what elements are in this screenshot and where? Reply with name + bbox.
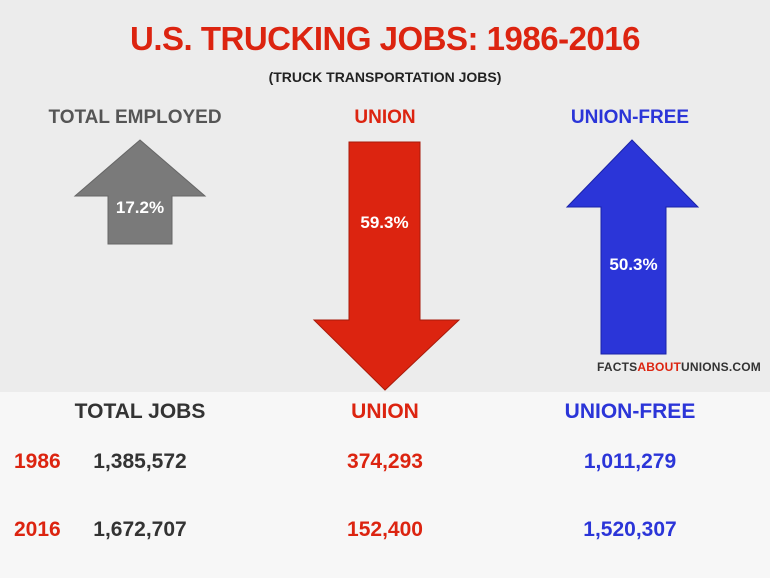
- arrow-down-union: [312, 141, 461, 391]
- row-year-1986: 1986: [14, 450, 61, 473]
- brand-watermark: FACTSABOUTUNIONS.COM: [597, 360, 761, 374]
- cell-1986-total: 1,385,572: [93, 450, 187, 473]
- union-change-value: 59.3%: [360, 213, 409, 232]
- brand-part-1: FACTS: [596, 360, 638, 374]
- lower-panel: [0, 392, 770, 578]
- column-header-union: UNION: [351, 400, 419, 423]
- total-change-value: 17.2%: [115, 198, 165, 217]
- row-year-2016: 2016: [14, 518, 61, 541]
- cell-2016-union: 152,400: [347, 518, 423, 541]
- chart-title: U.S. TRUCKING JOBS: 1986-2016: [129, 20, 641, 57]
- cell-2016-total: 1,672,707: [93, 518, 187, 541]
- arrow-up-total: [73, 139, 207, 245]
- cell-1986-union-free: 1,011,279: [583, 450, 677, 473]
- arrow-label-total: TOTAL EMPLOYED: [48, 107, 222, 128]
- arrow-label-union-free: UNION-FREE: [570, 107, 690, 128]
- arrow-up-union-free: [565, 139, 700, 355]
- chart-subtitle: (TRUCK TRANSPORTATION JOBS): [268, 69, 502, 85]
- column-header-total-jobs: TOTAL JOBS: [74, 400, 206, 423]
- brand-part-3: UNIONS.COM: [681, 360, 761, 374]
- column-header-union-free: UNION-FREE: [564, 400, 696, 423]
- union-free-change-value: 50.3%: [609, 255, 658, 274]
- arrow-label-union: UNION: [354, 107, 416, 128]
- brand-part-2: ABOUT: [637, 360, 681, 374]
- arrows-graphic: [73, 139, 700, 391]
- cell-2016-union-free: 1,520,307: [583, 518, 677, 541]
- cell-1986-union: 374,293: [347, 450, 423, 473]
